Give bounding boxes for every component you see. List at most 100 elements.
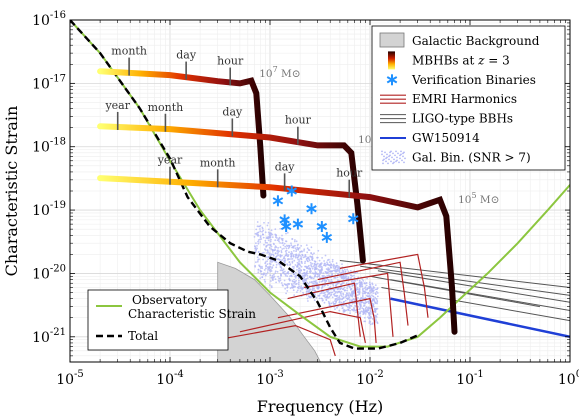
gal-bin-point (376, 321, 379, 324)
gal-bin-point (359, 304, 362, 307)
gal-bin-point (314, 260, 317, 263)
gal-bin-point (294, 264, 297, 266)
gal-bin-point (290, 244, 293, 247)
gal-bin-point (332, 288, 334, 291)
gal-bin-point (270, 285, 273, 287)
gal-bin-point (346, 292, 348, 294)
gal-bin-point (265, 264, 267, 267)
gal-bin-point (280, 274, 283, 276)
gal-bin-point (261, 276, 264, 279)
gal-bin-point (348, 303, 351, 306)
gal-bin-point (307, 256, 309, 259)
gal-bin-point (295, 248, 298, 251)
gal-bin-point (292, 285, 295, 288)
gal-bin-point (270, 286, 273, 289)
gal-bin-point (264, 231, 267, 234)
gal-bin-point (269, 265, 272, 268)
gal-bin-point (326, 295, 329, 298)
gal-bin-point (305, 244, 308, 247)
gal-bin-point (364, 302, 367, 305)
gal-bin-point (262, 236, 265, 239)
legend-swatch-gal-bin (382, 162, 384, 165)
gal-bin-point (357, 305, 359, 308)
gal-bin-point (342, 292, 344, 295)
gal-bin-point (340, 275, 343, 278)
gal-bin-point (255, 261, 257, 264)
gal-bin-point (277, 279, 280, 282)
gal-bin-point (269, 260, 272, 263)
gal-bin-point (330, 291, 332, 294)
gal-bin-point (338, 271, 341, 274)
gal-bin-point (285, 252, 288, 254)
legend-swatch-gal-bin (381, 150, 383, 153)
gal-bin-point (364, 287, 366, 290)
gal-bin-point (268, 266, 270, 268)
gal-bin-point (320, 297, 323, 300)
gal-bin-point (342, 282, 344, 284)
gal-bin-point (290, 255, 292, 258)
gal-bin-point (353, 307, 355, 309)
gal-bin-point (347, 308, 349, 311)
time-marker-label: hour (285, 114, 312, 127)
gal-bin-point (344, 270, 347, 273)
verification-binary-stroke (321, 233, 333, 242)
gal-bin-point (271, 277, 274, 280)
gal-bin-point (351, 308, 353, 311)
gal-bin-point (349, 294, 352, 297)
total-line (70, 20, 419, 350)
gal-bin-point (376, 295, 379, 298)
gal-bin-point (369, 309, 372, 312)
gal-bin-point (295, 240, 298, 243)
emri-harmonic-line (317, 261, 409, 326)
gal-bin-point (288, 277, 291, 280)
gal-bin-point (306, 297, 309, 300)
gal-bin-point (256, 256, 259, 259)
gal-bin-point (321, 285, 324, 288)
verification-binary-stroke (306, 205, 317, 213)
gal-bin-point (347, 270, 350, 273)
gal-bin-point (340, 271, 343, 274)
gal-bin-point (363, 316, 366, 319)
x-tick-label: 10-5 (56, 369, 84, 388)
gal-bin-point (259, 230, 262, 233)
x-tick-label: 10-4 (156, 369, 184, 388)
gal-bin-point (325, 280, 328, 282)
gal-bin-point (258, 225, 260, 228)
gal-bin-point (275, 281, 277, 284)
gal-bin-point (331, 270, 334, 272)
time-marker-label: year (104, 99, 130, 112)
legend-swatch-gal-bin (393, 158, 395, 161)
gal-bin-point (306, 247, 309, 250)
gal-bin-point (280, 282, 283, 284)
gal-bin-point (290, 283, 293, 285)
gal-bin-point (322, 299, 324, 301)
gal-bin-point (365, 309, 368, 311)
gal-bin-point (277, 247, 279, 249)
emri-harmonic-line (339, 253, 429, 318)
gal-bin-point (337, 297, 339, 299)
gal-bin-point (266, 266, 269, 269)
gal-bin-point (349, 270, 352, 272)
x-tick-label: 10-1 (456, 369, 484, 388)
gal-bin-point (294, 285, 297, 288)
gal-bin-point (307, 295, 310, 298)
gal-bin-point (296, 256, 299, 259)
gal-bin-point (291, 280, 294, 282)
gal-bin-point (365, 284, 368, 287)
gal-bin-point (283, 260, 286, 263)
legend-swatch-gal-bin (385, 160, 387, 163)
legend-swatch-gal-bin (381, 153, 383, 156)
gal-bin-point (360, 297, 362, 299)
gal-bin-point (324, 281, 327, 284)
gal-bin-point (367, 295, 370, 298)
gal-bin-point (280, 251, 283, 254)
gal-bin-point (283, 279, 286, 282)
gal-bin-point (351, 295, 354, 298)
gal-bin-point (284, 270, 286, 273)
gal-bin-point (260, 273, 263, 276)
gal-bin-point (291, 258, 294, 260)
gal-bin-point (351, 302, 354, 305)
gal-bin-point (299, 264, 302, 267)
gal-bin-point (305, 257, 308, 260)
gal-bin-point (259, 277, 262, 279)
